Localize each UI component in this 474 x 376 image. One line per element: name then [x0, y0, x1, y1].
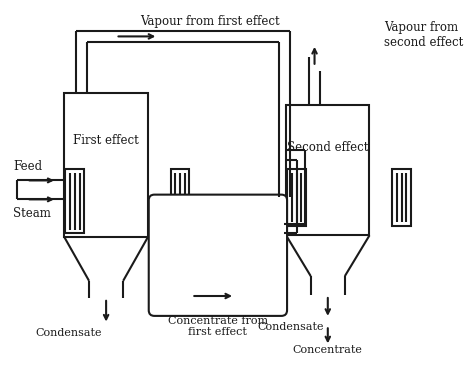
Text: Feed: Feed [13, 160, 42, 173]
Text: Concentrate: Concentrate [293, 345, 363, 355]
Text: First effect: First effect [73, 134, 139, 147]
Bar [64, 93, 148, 237]
Text: Condensate: Condensate [36, 328, 102, 338]
Bar [392, 169, 411, 226]
Text: Condensate: Condensate [257, 321, 324, 332]
Text: Vapour from first effect: Vapour from first effect [140, 15, 280, 28]
Text: Steam: Steam [13, 207, 51, 220]
Text: Second effect: Second effect [287, 141, 368, 154]
Text: Vapour from
second effect: Vapour from second effect [383, 21, 463, 49]
Text: Concentrate from
first effect: Concentrate from first effect [168, 315, 268, 337]
Bar [286, 105, 370, 235]
Bar [287, 169, 306, 226]
FancyBboxPatch shape [149, 195, 287, 316]
Bar [171, 169, 190, 233]
Bar [65, 169, 84, 233]
